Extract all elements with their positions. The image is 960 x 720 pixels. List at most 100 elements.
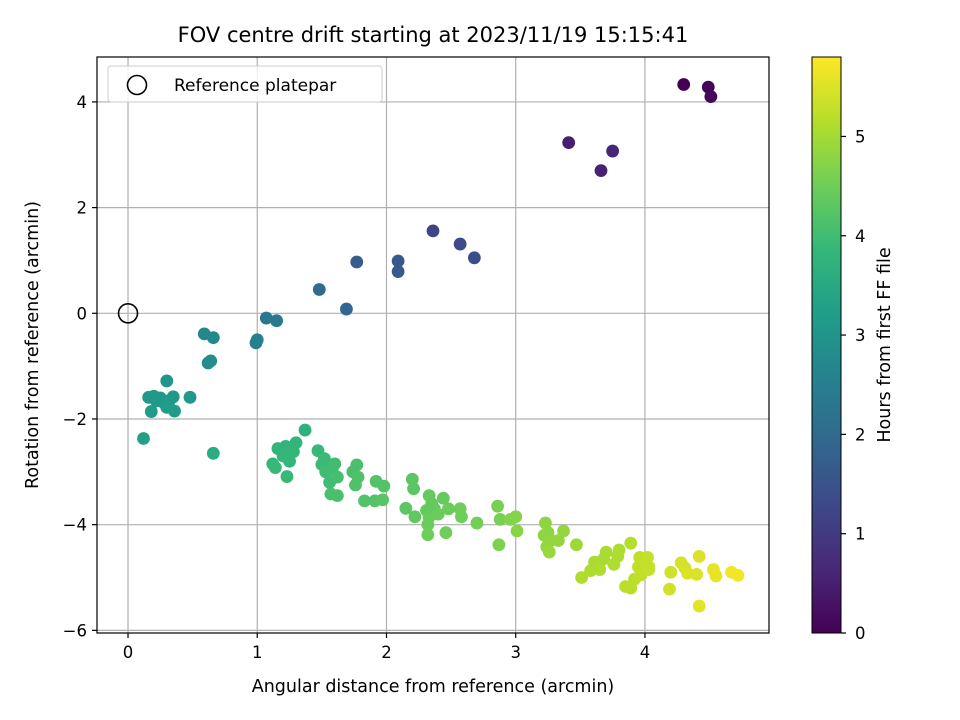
colorbar-tick-label: 3 [855,326,866,345]
y-tick-label: −4 [63,516,87,535]
data-point [340,302,353,316]
data-point [137,432,150,445]
data-point [391,265,405,278]
x-tick-label: 3 [510,643,521,662]
data-point [350,255,364,269]
data-point [575,571,589,584]
data-point [407,482,421,496]
y-tick-label: 4 [77,93,88,112]
data-point [709,569,723,583]
data-point [330,470,344,484]
data-point [421,518,435,532]
colorbar-tick-label: 0 [855,624,866,643]
x-axis-ticks: 0 1 2 3 4 [123,633,650,662]
x-axis-label: Angular distance from reference (arcmin) [252,677,615,697]
data-point [442,502,455,516]
x-tick-label: 0 [123,643,134,662]
data-point [318,452,331,466]
legend-box [107,65,383,103]
data-point [467,251,481,265]
data-point [570,538,583,552]
colorbar-label: Hours from first FF file [875,247,895,442]
colorbar-tick-label: 2 [855,425,866,444]
data-point [405,472,419,486]
data-point [542,545,556,559]
data-point [594,164,608,178]
data-point [160,374,174,388]
data-point [249,336,263,350]
data-point [166,390,180,404]
data-point [493,512,507,526]
data-point [421,528,435,542]
colorbar-bar [811,56,842,634]
y-tick-label: 0 [77,304,88,323]
data-point [731,569,745,582]
data-point [150,394,163,408]
plot-frame [96,56,770,634]
data-point [704,90,718,104]
data-point [606,144,620,158]
y-tick-label: 2 [77,199,88,218]
data-point [206,331,220,345]
data-point [599,545,613,559]
data-point [663,582,676,596]
colorbar-tick-label: 1 [855,525,866,544]
legend-label: Reference platepar [174,76,336,96]
colorbar: 0 1 2 3 4 5 Hours from first FF file [811,56,895,643]
legend-marker-open-circle [126,74,148,96]
y-tick-label: −2 [63,410,87,429]
data-point [204,354,218,368]
data-point [183,390,197,404]
data-point [436,491,450,505]
colorbar-ticks: 0 1 2 3 4 5 [841,127,866,643]
colorbar-tick-label: 5 [855,127,866,146]
data-point [298,423,312,437]
data-point [455,510,468,524]
y-tick-label: −6 [63,621,87,640]
data-point [551,534,565,547]
data-point [377,479,391,493]
x-tick-label: 4 [640,643,651,662]
data-point [664,565,678,579]
data-point [350,458,364,472]
data-point [492,538,506,552]
data-point [593,563,607,576]
data-point [491,499,505,513]
grid [97,57,769,633]
y-axis-label: Rotation from reference (arcmin) [23,201,43,489]
data-point [312,283,326,296]
data-point [470,516,484,530]
data-point [426,224,440,238]
data-point [692,549,706,563]
data-point [168,404,181,418]
data-point [692,599,706,613]
data-point [612,543,626,557]
legend: Reference platepar [107,65,383,103]
data-point [510,524,524,538]
data-point [328,457,342,471]
data-point [399,501,413,515]
data-point [509,510,523,524]
data-point [376,493,389,507]
data-point [268,461,282,474]
data-point [391,254,405,268]
data-point [677,78,691,91]
data-point [358,494,371,508]
data-point [270,314,284,328]
data-point [259,311,273,325]
data-point [624,536,638,550]
data-point [439,526,453,539]
data-point [408,510,422,524]
reference-platepar-marker [117,302,139,324]
data-point [287,445,300,459]
data-point [642,563,656,576]
y-axis-ticks: −6 −4 −2 0 2 4 [63,93,97,640]
data-point [690,567,704,581]
x-tick-label: 1 [252,643,263,662]
colorbar-tick-label: 4 [855,227,866,246]
data-point [431,507,445,521]
data-point [144,405,158,418]
data-point [280,470,294,483]
data-point [562,136,576,150]
